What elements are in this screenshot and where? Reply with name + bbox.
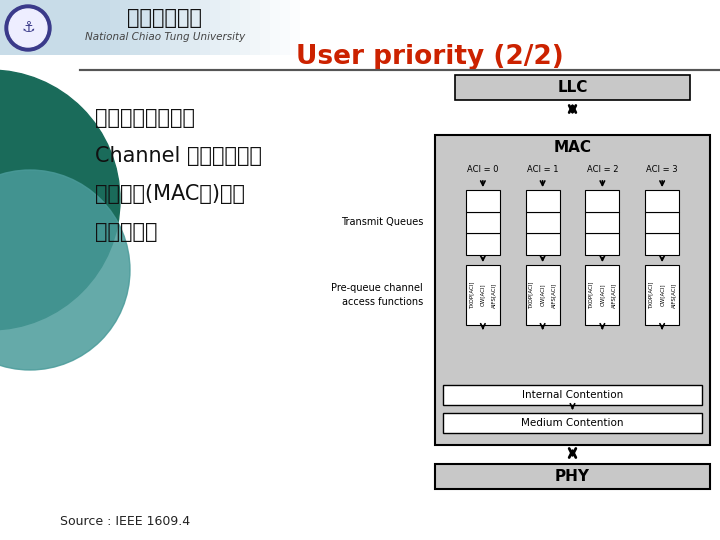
FancyBboxPatch shape [180, 0, 190, 55]
Bar [435, 135, 710, 445]
Bar [526, 212, 559, 233]
Text: PHY: PHY [555, 469, 590, 484]
FancyBboxPatch shape [290, 0, 300, 55]
Text: AIFS[ACI]: AIFS[ACI] [492, 282, 497, 308]
Bar [526, 190, 559, 212]
Bar [455, 75, 690, 100]
Text: ACI = 1: ACI = 1 [527, 165, 559, 174]
Text: LLC: LLC [557, 80, 588, 95]
FancyBboxPatch shape [260, 0, 270, 55]
Bar [466, 190, 500, 212]
Bar [645, 233, 679, 255]
Text: National Chiao Tung University: National Chiao Tung University [85, 32, 245, 42]
FancyBboxPatch shape [210, 0, 220, 55]
Text: ACI = 0: ACI = 0 [467, 165, 499, 174]
Circle shape [5, 5, 51, 51]
Text: ACI = 2: ACI = 2 [587, 165, 618, 174]
Bar [585, 190, 619, 212]
Bar [645, 265, 679, 325]
Text: Pre-queue channel
access functions: Pre-queue channel access functions [331, 284, 423, 307]
FancyBboxPatch shape [200, 0, 210, 55]
Text: Source : IEEE 1609.4: Source : IEEE 1609.4 [60, 515, 190, 528]
Bar [585, 233, 619, 255]
Text: 圖中展示了在一個: 圖中展示了在一個 [95, 108, 195, 128]
Text: CW[ACI]: CW[ACI] [600, 284, 605, 306]
Bar [466, 212, 500, 233]
Bar [645, 190, 679, 212]
Text: Transmit Queues: Transmit Queues [341, 218, 423, 227]
Text: CW[ACI]: CW[ACI] [480, 284, 485, 306]
Bar [526, 265, 559, 325]
Circle shape [0, 170, 130, 370]
FancyBboxPatch shape [100, 0, 110, 55]
Bar [526, 233, 559, 255]
FancyBboxPatch shape [240, 0, 250, 55]
Text: Channel 的情況下，資: Channel 的情況下，資 [95, 146, 262, 166]
FancyBboxPatch shape [160, 0, 170, 55]
Text: CW[ACI]: CW[ACI] [660, 284, 665, 306]
Bar [645, 212, 679, 233]
Text: AIFS[ACI]: AIFS[ACI] [552, 282, 557, 308]
Text: TXOP[ACI]: TXOP[ACI] [588, 281, 593, 309]
Text: Medium Contention: Medium Contention [521, 418, 624, 428]
Bar [466, 265, 500, 325]
FancyBboxPatch shape [120, 0, 130, 55]
Text: TXOP[ACI]: TXOP[ACI] [528, 281, 534, 309]
FancyBboxPatch shape [110, 0, 120, 55]
FancyBboxPatch shape [140, 0, 150, 55]
Text: Internal Contention: Internal Contention [522, 390, 623, 400]
Bar [435, 464, 710, 489]
Bar [466, 233, 500, 255]
FancyBboxPatch shape [280, 0, 290, 55]
FancyBboxPatch shape [130, 0, 140, 55]
Text: ACI = 3: ACI = 3 [647, 165, 678, 174]
Text: AIFS[ACI]: AIFS[ACI] [611, 282, 616, 308]
Text: 料封包於(MAC層)競爭: 料封包於(MAC層)競爭 [95, 184, 245, 204]
FancyBboxPatch shape [0, 0, 720, 55]
Text: 國立交通大學: 國立交通大學 [127, 8, 202, 28]
Circle shape [9, 9, 47, 47]
FancyBboxPatch shape [270, 0, 280, 55]
Text: User priority (2/2): User priority (2/2) [296, 44, 564, 70]
Text: 的概念圖。: 的概念圖。 [95, 222, 158, 242]
Bar [585, 212, 619, 233]
FancyBboxPatch shape [0, 55, 720, 540]
Text: TXOP[ACI]: TXOP[ACI] [648, 281, 653, 309]
Bar [443, 413, 702, 433]
FancyBboxPatch shape [190, 0, 200, 55]
Text: ⚓: ⚓ [21, 21, 35, 36]
Bar [443, 385, 702, 405]
Text: CW[ACI]: CW[ACI] [540, 284, 545, 306]
FancyBboxPatch shape [230, 0, 240, 55]
FancyBboxPatch shape [220, 0, 230, 55]
Bar [585, 265, 619, 325]
FancyBboxPatch shape [150, 0, 160, 55]
Circle shape [0, 70, 120, 330]
FancyBboxPatch shape [250, 0, 260, 55]
FancyBboxPatch shape [170, 0, 180, 55]
FancyBboxPatch shape [300, 0, 720, 55]
Text: AIFS[ACI]: AIFS[ACI] [671, 282, 676, 308]
Text: MAC: MAC [554, 139, 592, 154]
Text: TXOP[ACI]: TXOP[ACI] [469, 281, 474, 309]
